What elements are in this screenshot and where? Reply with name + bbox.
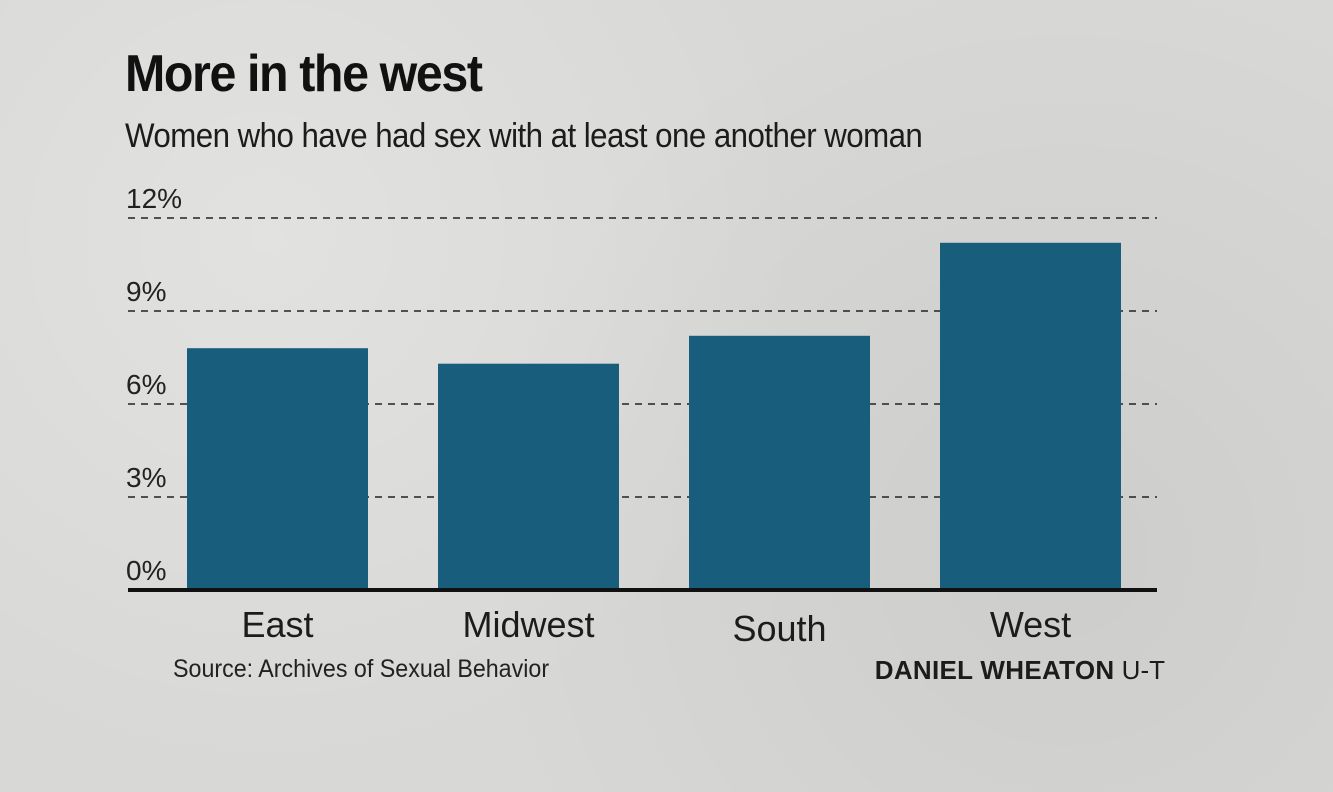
- bar-west: [940, 242, 1121, 591]
- y-axis-ticks: 0% 3% 6% 9% 12%: [126, 183, 182, 586]
- y-tick-label: 3%: [126, 462, 166, 493]
- chart-subtitle: Women who have had sex with at least one…: [125, 117, 923, 155]
- x-tick-label: East: [241, 604, 313, 645]
- source-note: Source: Archives of Sexual Behavior: [173, 655, 550, 683]
- bars: [187, 242, 1121, 591]
- y-tick-label: 12%: [126, 183, 182, 214]
- y-tick-label: 6%: [126, 369, 166, 400]
- y-tick-label: 0%: [126, 555, 166, 586]
- x-tick-label: Midwest: [462, 604, 594, 645]
- credit-name: DANIEL WHEATON: [874, 655, 1115, 685]
- credit-org: U-T: [1121, 655, 1165, 685]
- bar-south: [689, 335, 870, 590]
- chart-title: More in the west: [125, 45, 483, 103]
- x-tick-label: West: [990, 604, 1071, 645]
- y-tick-label: 9%: [126, 276, 166, 307]
- bar-midwest: [438, 363, 619, 590]
- x-axis-ticks: East Midwest South West: [241, 604, 1071, 649]
- credit-line: DANIEL WHEATON U-T: [875, 655, 1165, 686]
- x-tick-label: South: [732, 608, 826, 649]
- bar-east: [187, 348, 368, 590]
